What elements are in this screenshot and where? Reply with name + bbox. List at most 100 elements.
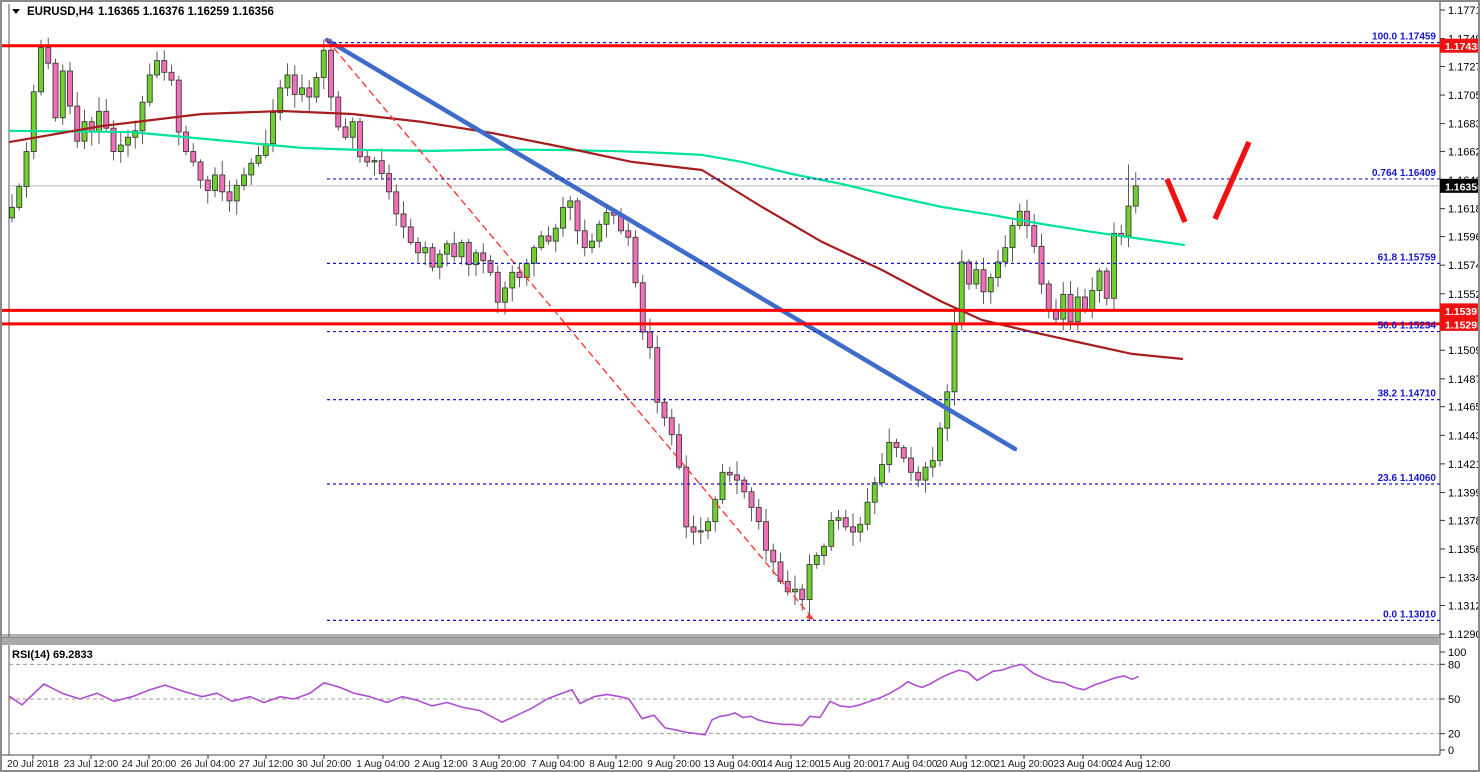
candle-bull [30, 91, 37, 153]
candle-bull [349, 121, 356, 138]
horizontal-levels-layer[interactable] [2, 44, 1440, 326]
ohlc-readout: 1.16365 1.16376 1.16259 1.16356 [98, 6, 274, 18]
candle-bear [683, 466, 690, 528]
candle-bull [719, 471, 726, 501]
candle-bull [835, 517, 842, 521]
price-tick-label: 1.13340 [1448, 573, 1478, 585]
time-tick-label[interactable]: 24 Jul 20:00 [122, 759, 177, 770]
candle-bull [248, 162, 255, 176]
candle-bear [480, 252, 487, 262]
candle-bull [958, 261, 965, 324]
downtrend-line-blue[interactable] [324, 37, 1018, 452]
time-tick-label[interactable]: 26 Jul 04:00 [181, 759, 236, 770]
price-tick-label: 1.14435 [1448, 430, 1478, 442]
time-tick-label[interactable]: 7 Aug 04:00 [531, 759, 585, 770]
candle-bear [748, 491, 755, 508]
trendlines-layer[interactable] [324, 37, 1018, 621]
fib-guide-dashed-red[interactable] [326, 39, 815, 621]
candle-bear [415, 242, 421, 254]
candle-bear [690, 526, 697, 533]
panel-splitter[interactable] [2, 637, 1440, 645]
candle-bull [589, 240, 595, 249]
candle-bull [233, 184, 240, 202]
candle-bull [59, 70, 66, 119]
time-tick-label[interactable]: 2 Aug 12:00 [414, 759, 468, 770]
candle-bear [1103, 270, 1110, 299]
price-tick-label: 1.14215 [1448, 459, 1478, 471]
time-tick-label[interactable]: 13 Aug 04:00 [704, 759, 763, 770]
candle-bull [132, 130, 139, 138]
candles-layer [9, 37, 1139, 621]
candle-bear [67, 70, 73, 107]
candle-bull [806, 564, 813, 601]
candle-bull [603, 212, 610, 225]
time-tick-label[interactable]: 3 Aug 20:00 [472, 759, 526, 770]
candle-bull [422, 247, 429, 254]
time-tick-label[interactable]: 9 Aug 20:00 [647, 759, 701, 770]
v-mark-annotation[interactable] [1164, 140, 1252, 224]
time-tick-label[interactable]: 15 Aug 20:00 [820, 759, 879, 770]
candle-bear [726, 471, 733, 476]
candle-bull [922, 466, 929, 481]
price-badge [1440, 178, 1478, 193]
time-tick-label[interactable]: 30 Jul 20:00 [297, 759, 352, 770]
candle-bear [465, 242, 472, 265]
fib-level-label: 23.6 1.14060 [1378, 473, 1437, 484]
time-tick-label[interactable]: 27 Jul 12:00 [239, 759, 294, 770]
candle-bull [560, 206, 566, 229]
fib-level-label: 61.8 1.15759 [1378, 252, 1437, 263]
price-tick-label: 1.17055 [1448, 90, 1478, 102]
v-mark-stroke[interactable] [1212, 140, 1252, 221]
fibonacci-layer[interactable]: 100.0 1.17459 0.764 1.16409 61.8 1.15759 50… [327, 32, 1440, 621]
time-tick-label[interactable]: 8 Aug 12:00 [589, 759, 643, 770]
candle-bear [581, 230, 588, 249]
time-axis[interactable]: 20 Jul 2018 23 Jul 12:00 24 Jul 20:00 26 Ju… [7, 755, 1171, 770]
candle-bear [842, 517, 849, 528]
candle-bull [9, 206, 15, 219]
time-tick-label[interactable]: 23 Jul 12:00 [64, 759, 119, 770]
candle-bull [987, 277, 994, 293]
time-tick-label[interactable]: 23 Aug 04:00 [1054, 759, 1113, 770]
candle-bear [110, 127, 117, 153]
candle-bear [632, 236, 639, 284]
price-badge [1440, 38, 1478, 53]
candle-bull [23, 151, 30, 188]
time-tick-label[interactable]: 24 Aug 12:00 [1112, 759, 1171, 770]
candle-bear [190, 151, 197, 163]
candle-bull [1002, 247, 1009, 263]
time-tick-label[interactable]: 1 Aug 04:00 [356, 759, 410, 770]
symbol-dropdown-icon[interactable] [12, 9, 20, 14]
v-mark-stroke[interactable] [1164, 177, 1188, 224]
candle-bear [980, 269, 987, 293]
candle-bear [668, 417, 675, 436]
rsi-line [9, 663, 1139, 736]
time-tick-label[interactable]: 21 Aug 20:00 [995, 759, 1054, 770]
candle-bear [400, 213, 407, 228]
time-tick-label[interactable]: 20 Jul 2018 [7, 759, 59, 770]
price-tick-label: 1.15965 [1448, 232, 1478, 244]
candle-bear [777, 561, 784, 582]
fib-level-label: 50.0 1.15234 [1378, 321, 1437, 332]
fib-level-label: 38.2 1.14710 [1378, 389, 1437, 400]
candle-bull [1125, 205, 1132, 237]
price-tick-label: 1.16620 [1448, 147, 1478, 159]
candle-bear [306, 87, 313, 98]
candle-bull [995, 261, 1001, 278]
time-tick-label[interactable]: 20 Aug 12:00 [937, 759, 996, 770]
price-tick-label: 1.13560 [1448, 544, 1478, 556]
price-axis[interactable]: 1.177101.174901.172751.170551.168351.166… [1440, 5, 1478, 641]
candle-bear [966, 261, 972, 285]
candle-bull [712, 499, 719, 523]
candle-bear [494, 271, 501, 303]
time-tick-label[interactable]: 14 Aug 12:00 [762, 759, 821, 770]
candle-bear [654, 347, 661, 403]
price-badge [1440, 316, 1478, 331]
candle-bull [567, 200, 574, 208]
time-tick-label[interactable]: 17 Aug 04:00 [879, 759, 938, 770]
candle-bull [96, 110, 102, 133]
candle-bear [893, 441, 900, 449]
price-tick-label: 1.17275 [1448, 61, 1478, 73]
candle-bull [1132, 185, 1139, 207]
